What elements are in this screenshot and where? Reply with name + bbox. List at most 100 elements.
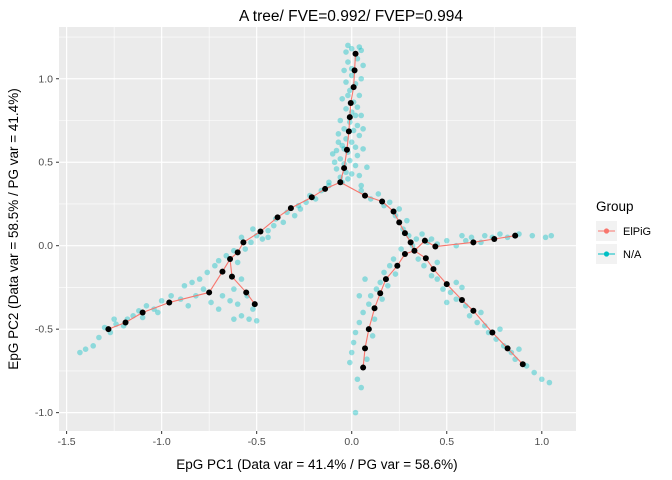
data-point [481,323,488,329]
data-point [181,282,188,289]
data-point [337,156,344,162]
data-point [345,176,351,182]
y-axis-label: EpG PC2 (Data var = 58.5% / PG var = 41.… [6,88,21,369]
graph-edge [435,241,474,248]
graph-edge [362,348,366,368]
legend: Group ElPiG N/A [596,199,651,264]
graph-edge [290,196,313,209]
y-tick-label: 0.5 [38,157,53,169]
data-point [358,187,365,194]
data-point [242,246,249,252]
data-point [348,171,355,177]
data-point [238,313,245,319]
y-tick-label: -0.5 [35,324,53,336]
legend-title: Group [596,199,634,214]
data-point [337,117,344,124]
data-point [212,262,218,269]
data-point [443,237,450,244]
graph-node [337,179,344,186]
graph-node [341,165,348,172]
x-tick-label: -0.5 [248,436,266,448]
graph-node [166,299,173,306]
graph-edge [433,268,448,285]
data-point [373,286,380,292]
data-point [358,182,365,189]
data-point [250,226,256,232]
data-point [529,232,536,239]
data-point [90,343,97,349]
data-point [356,319,363,326]
data-point [447,289,454,296]
data-point [358,75,365,82]
graph-node [227,256,234,263]
graph-node [379,198,386,205]
graph-nodes [105,50,526,371]
data-point [333,166,340,172]
graph-edge [472,310,493,333]
data-point [347,87,353,94]
data-point [385,282,391,289]
graph-node [371,305,378,312]
data-point [481,232,488,239]
x-tick-label: -1.5 [58,436,76,448]
data-point [538,376,545,383]
graph-node [519,361,526,368]
data-point [333,147,340,154]
graph-node [430,266,437,273]
graph-edge [208,271,223,293]
data-point [548,232,555,239]
graph-edge [507,347,524,365]
graph-node [407,239,414,246]
graph-node [396,219,403,226]
y-axis-ticks: -1.0 -0.5 0.0 0.5 1.0 [35,73,59,419]
data-point [404,217,410,224]
data-point [185,302,192,309]
data-point [295,202,302,209]
graph-edge [343,149,348,169]
graph-edge [364,329,370,349]
data-point [339,142,346,149]
data-point [354,152,361,159]
data-point [297,206,304,212]
graph-node [351,67,358,74]
data-point [335,131,342,137]
graph-node [422,255,429,262]
data-point [390,256,397,262]
data-point [326,179,332,186]
data-point [215,306,222,312]
data-point [343,106,349,112]
data-point [270,222,277,229]
graph-node [322,185,329,192]
graph-node [401,251,408,258]
data-point [386,199,393,206]
data-point [434,276,441,282]
data-point [158,297,165,304]
graph-node [219,268,226,275]
y-tick-label: 0.0 [38,240,53,252]
graph-node [287,205,294,212]
graph-node [257,228,264,235]
grid-lines [59,27,576,431]
data-point [352,329,359,336]
data-point [350,127,357,134]
graph-node [139,309,146,316]
data-point [284,209,290,216]
data-point [339,95,346,102]
graph-node [360,364,367,371]
data-point [347,157,353,164]
data-point [77,349,83,356]
data-point [360,309,366,316]
data-point [348,349,355,356]
data-point [371,316,378,322]
graph-node [343,146,350,153]
data-point [459,284,465,291]
data-point [347,359,353,366]
data-point [350,339,357,346]
legend-entry: N/A [596,244,642,264]
data-point [348,139,355,145]
x-axis-ticks: -1.5 -1.0 -0.5 0.0 0.5 1.0 [58,431,549,448]
graph-node [346,114,353,121]
data-point [265,234,271,241]
data-point [434,259,441,266]
graph-node [377,290,384,297]
